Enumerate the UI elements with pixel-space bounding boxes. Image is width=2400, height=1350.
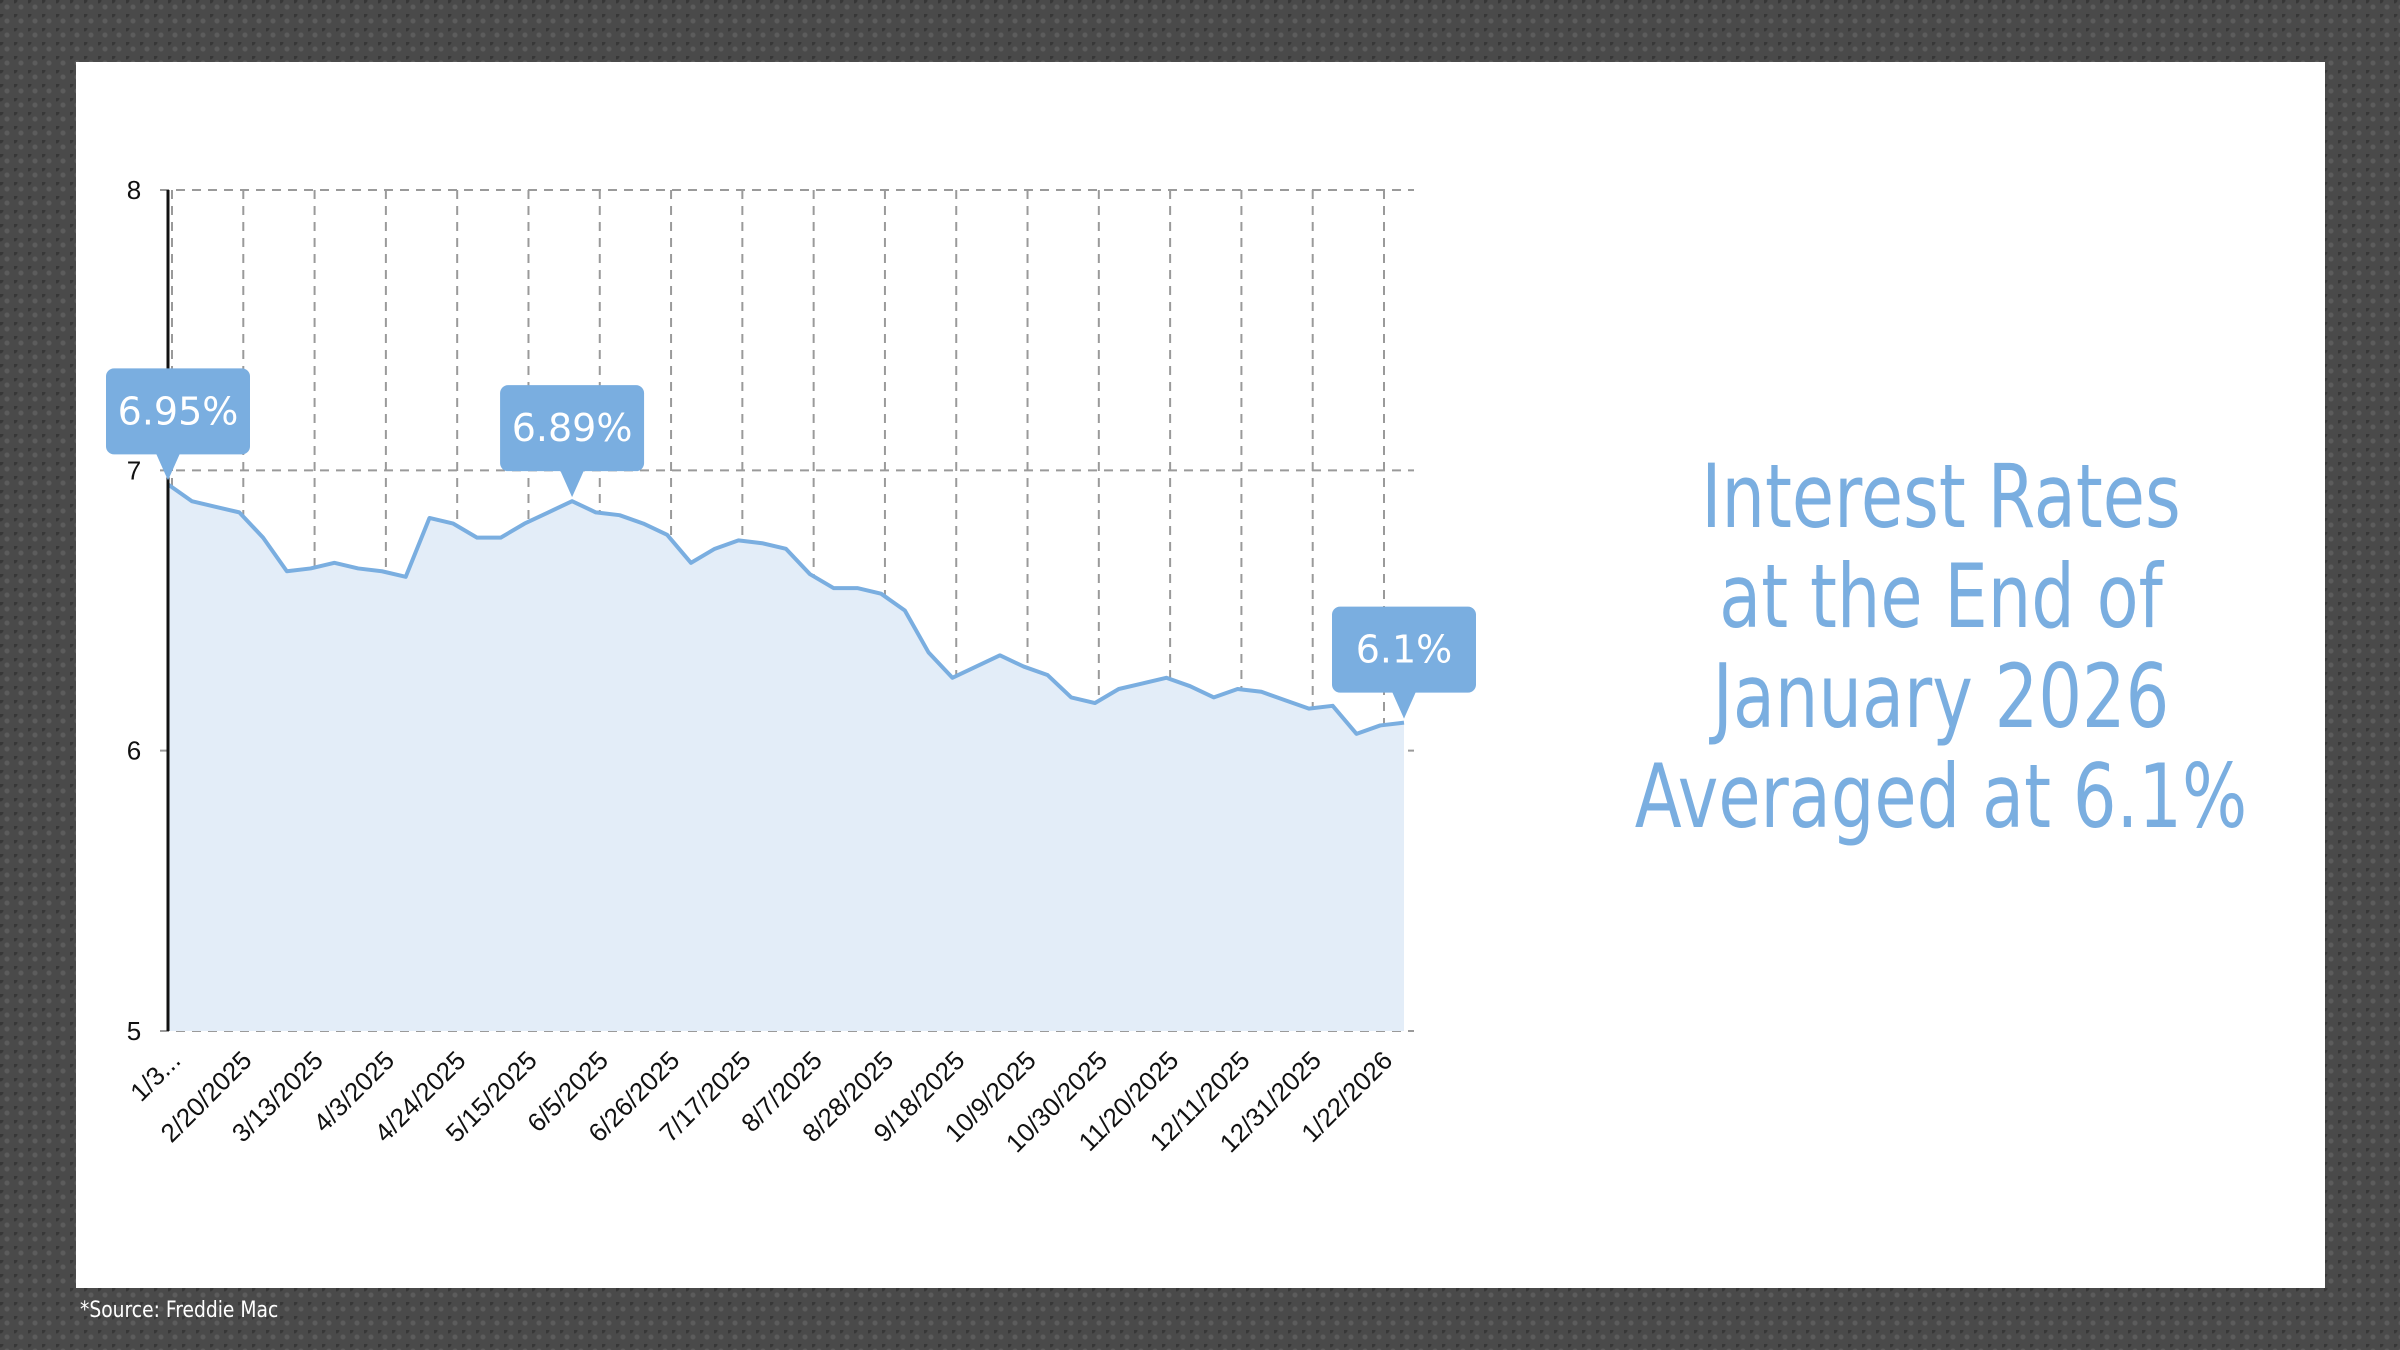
chart-area-layer xyxy=(166,482,1405,1032)
headline: Interest Rates at the End of January 202… xyxy=(1617,447,2264,847)
callout-label: 6.89% xyxy=(512,406,633,450)
series-line xyxy=(166,482,1405,736)
source-note: *Source: Freddie Mac xyxy=(80,1298,279,1323)
y-tick-label: 8 xyxy=(127,175,141,205)
chart-callouts: 6.95% 6.89% 6.1% xyxy=(106,368,1476,719)
y-tick-label: 5 xyxy=(127,1016,141,1046)
y-tick-label: 6 xyxy=(127,736,141,766)
y-tick-labels: 5 6 7 8 xyxy=(127,175,141,1046)
callout-pointer xyxy=(156,453,180,481)
headline-line-1: Interest Rates xyxy=(1701,445,2181,548)
callout-box xyxy=(106,368,250,455)
x-tick-labels: 1/3...2/20/20253/13/20254/3/20254/24/202… xyxy=(124,1045,1398,1158)
x-tick-label: 1/3... xyxy=(124,1045,186,1107)
callout-label: 6.95% xyxy=(118,389,239,433)
line-chart: 5 6 7 8 1/3...2/20/20253/13/20254/3/20254/2… xyxy=(106,175,1476,1158)
callout-box xyxy=(500,385,645,472)
value-callout: 6.89% xyxy=(500,385,645,498)
callout-label: 6.1% xyxy=(1356,628,1453,672)
y-tick-label: 7 xyxy=(127,455,141,485)
chart-panel: 5 6 7 8 1/3... 2/20/2025 3/13/2025 4/3/2025 4/2… xyxy=(76,62,2325,1288)
headline-line-3: January 2026 xyxy=(1712,645,2170,748)
value-callout: 6.1% xyxy=(1332,606,1476,719)
callout-pointer xyxy=(1392,691,1416,719)
headline-line-2: at the End of xyxy=(1719,545,2163,648)
callout-box xyxy=(1332,606,1476,693)
headline-line-4: Averaged at 6.1% xyxy=(1634,745,2248,848)
value-callout: 6.95% xyxy=(106,368,250,481)
series-area-fill xyxy=(168,484,1404,1032)
callout-pointer xyxy=(560,470,585,498)
